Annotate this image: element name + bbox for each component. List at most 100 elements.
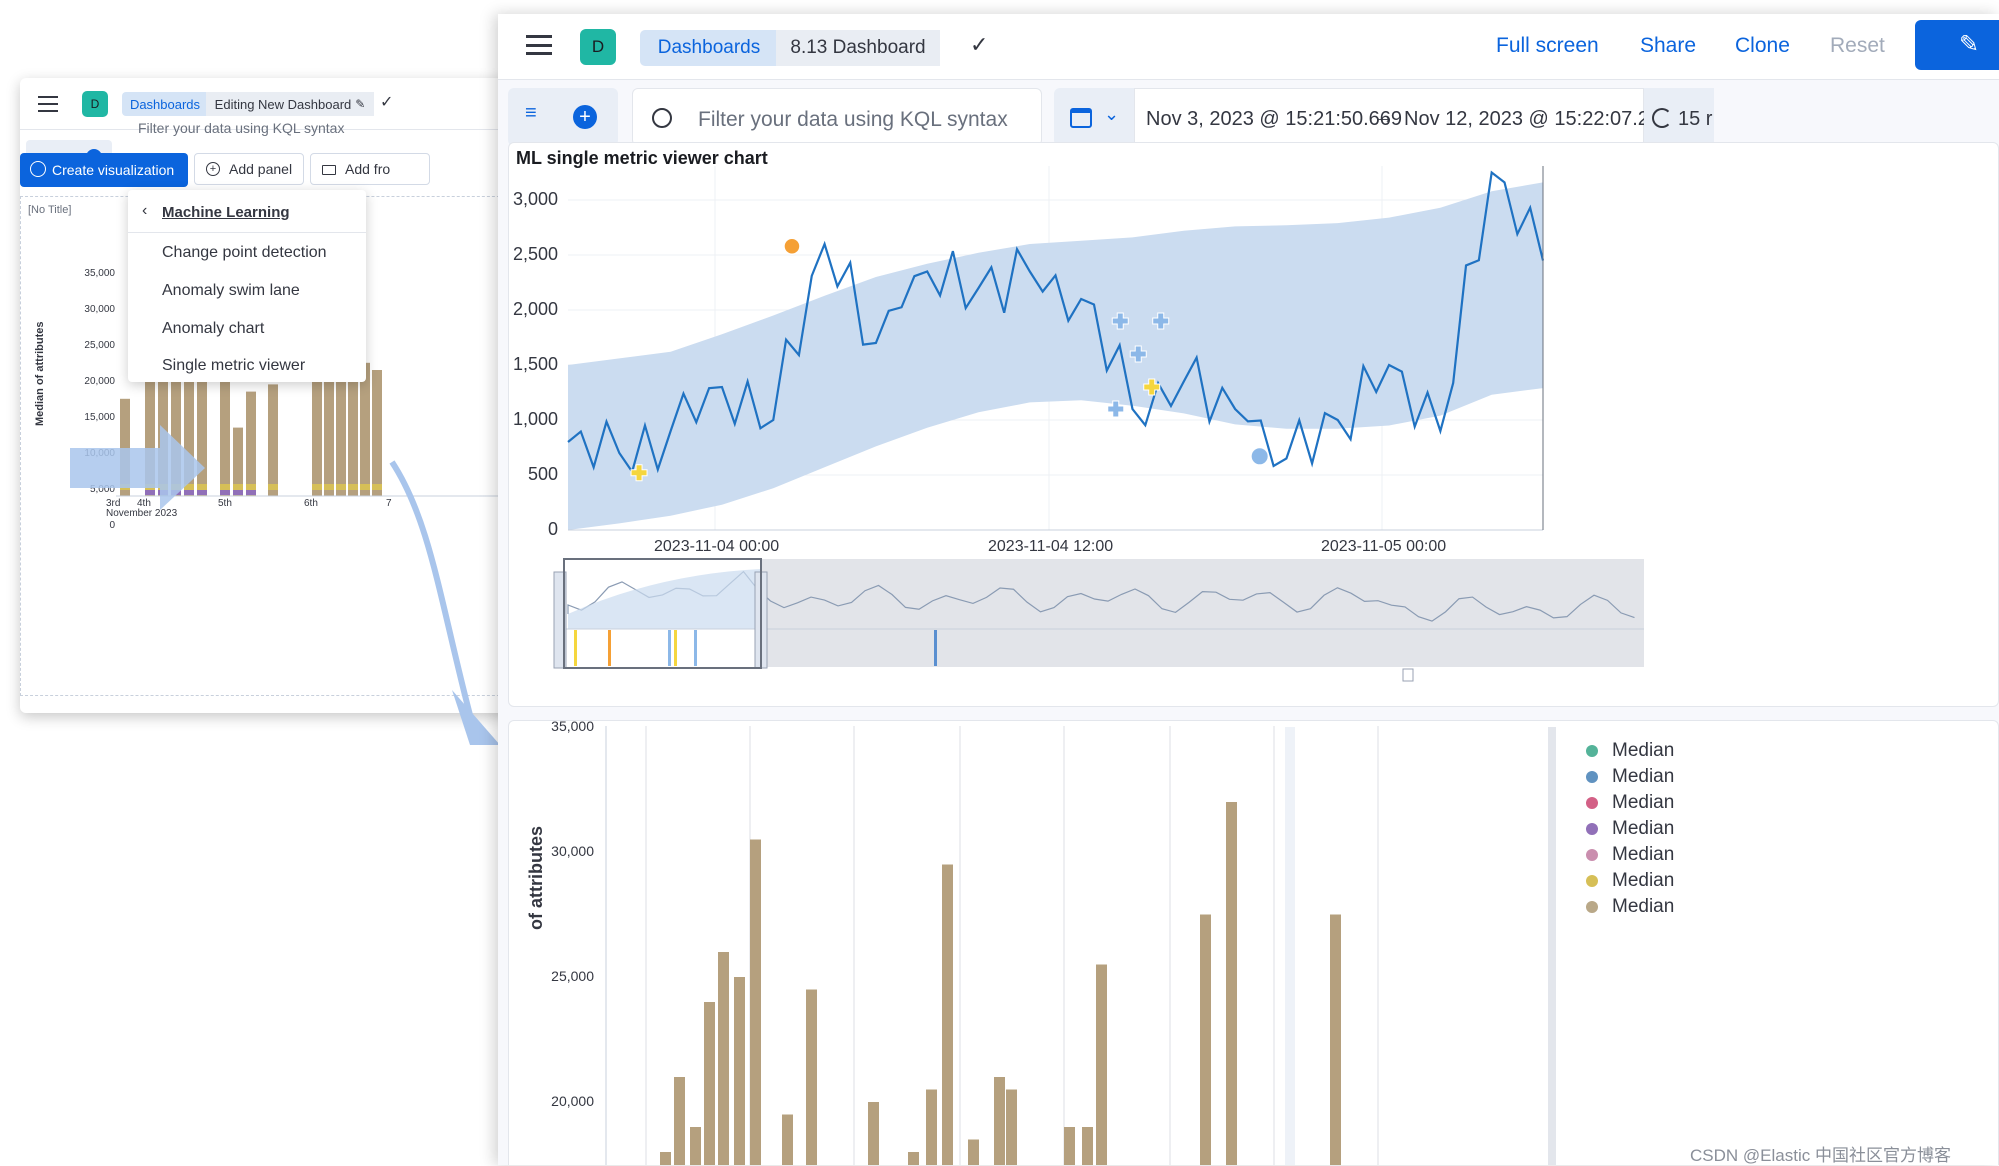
bar[interactable] xyxy=(734,977,745,1165)
bg-ytick: 0 xyxy=(109,520,115,531)
bar[interactable] xyxy=(674,1077,685,1165)
plus-circle-icon: + xyxy=(206,162,220,176)
bar[interactable] xyxy=(782,1114,793,1166)
menu-item-change-point[interactable]: Change point detection xyxy=(162,244,327,261)
bar[interactable] xyxy=(926,1089,937,1166)
kql-search-box[interactable] xyxy=(632,88,1042,146)
menu-title-machine-learning[interactable]: Machine Learning xyxy=(162,204,290,221)
bg-bar-segment xyxy=(220,490,230,495)
swimlane-anomaly-cell[interactable] xyxy=(608,630,611,666)
anomaly-marker-low[interactable] xyxy=(1129,345,1147,363)
bg-bar-segment xyxy=(336,484,346,490)
add-filter-icon[interactable]: + xyxy=(573,105,597,129)
create-visualization-button[interactable]: Create visualization xyxy=(20,153,188,187)
swimlane-anomaly-cell[interactable] xyxy=(674,630,677,666)
bar[interactable] xyxy=(942,864,953,1166)
swimlane-anomaly-cell[interactable] xyxy=(694,630,697,666)
menu-item-anomaly-swim-lane[interactable]: Anomaly swim lane xyxy=(162,282,300,299)
bar[interactable] xyxy=(1226,802,1237,1165)
callout-arrowhead xyxy=(452,690,500,745)
bg-bar xyxy=(268,384,278,496)
swimlane-anomaly-cell[interactable] xyxy=(934,630,937,666)
filter-icon[interactable]: ≡ xyxy=(525,102,537,124)
bar[interactable] xyxy=(660,1152,671,1165)
bg-ytick: 5,000 xyxy=(89,484,115,495)
swimlane-anomaly-cell[interactable] xyxy=(668,630,671,666)
legend-item[interactable]: Median xyxy=(1586,896,1674,918)
arrow-right-icon: → xyxy=(1374,106,1394,128)
brush-frame xyxy=(563,558,762,669)
bg-bar-segment xyxy=(246,484,256,490)
menu-divider xyxy=(128,232,366,233)
legend-item[interactable]: Median xyxy=(1586,870,1674,892)
bar[interactable] xyxy=(1096,964,1107,1166)
bg-bar xyxy=(312,377,322,496)
bar[interactable] xyxy=(868,1102,879,1165)
date-end[interactable]: Nov 12, 2023 @ 15:22:07.239 xyxy=(1404,108,1672,130)
legend-item[interactable]: Median xyxy=(1586,740,1674,762)
anomaly-marker-major[interactable] xyxy=(783,237,801,255)
smv-ytick: 2,500 xyxy=(512,244,558,264)
smv-chart xyxy=(553,166,1644,682)
full-screen-button[interactable]: Full screen xyxy=(1496,34,1599,57)
bar[interactable] xyxy=(968,1139,979,1166)
bar[interactable] xyxy=(1064,1127,1075,1165)
anomaly-marker-low[interactable] xyxy=(1107,400,1125,418)
bg-bar-segment xyxy=(233,490,243,495)
breadcrumb-dashboards[interactable]: Dashboards xyxy=(640,30,778,66)
anomaly-marker-warning[interactable] xyxy=(630,464,648,482)
bar[interactable] xyxy=(718,952,729,1165)
space-avatar[interactable]: D xyxy=(580,29,616,65)
context-band xyxy=(568,569,761,629)
bar[interactable] xyxy=(1200,914,1211,1166)
bg-bar xyxy=(348,355,358,496)
anomaly-marker-low[interactable] xyxy=(1111,312,1129,330)
pencil-icon: ✎ xyxy=(1959,31,1980,58)
check-icon[interactable]: ✓ xyxy=(970,32,989,57)
edit-button[interactable]: ✎ xyxy=(1915,20,1999,70)
bar-ytick: 35,000 xyxy=(551,718,594,734)
check-icon[interactable]: ✓ xyxy=(380,94,394,111)
clone-button[interactable]: Clone xyxy=(1735,34,1790,57)
legend-item[interactable]: Median xyxy=(1586,792,1674,814)
menu-item-single-metric-viewer[interactable]: Single metric viewer xyxy=(162,357,306,374)
kql-search-input[interactable]: Filter your data using KQL syntax xyxy=(138,120,345,136)
breadcrumb-dashboards[interactable]: Dashboards xyxy=(122,92,208,116)
menu-icon[interactable] xyxy=(526,35,552,55)
date-start[interactable]: Nov 3, 2023 @ 15:21:50.669 xyxy=(1146,108,1403,130)
bar[interactable] xyxy=(1330,914,1341,1166)
legend-label: Median xyxy=(1612,792,1675,813)
bar[interactable] xyxy=(1082,1127,1093,1165)
bar[interactable] xyxy=(690,1127,701,1165)
scroll-handle[interactable] xyxy=(1402,668,1414,682)
bar[interactable] xyxy=(908,1152,919,1165)
swimlane-anomaly-cell[interactable] xyxy=(574,630,577,666)
space-avatar[interactable]: D xyxy=(82,91,108,117)
bar[interactable] xyxy=(994,1077,1005,1165)
legend-item[interactable]: Median xyxy=(1586,844,1674,866)
pencil-icon[interactable]: ✎ xyxy=(355,97,366,111)
menu-icon[interactable] xyxy=(38,96,58,112)
bar[interactable] xyxy=(704,1002,715,1165)
anomaly-marker-low-circle[interactable] xyxy=(1251,448,1268,465)
kql-search-input[interactable]: Filter your data using KQL syntax xyxy=(698,108,1008,131)
bg-xtick: 4th xyxy=(137,498,151,509)
bar-ytick: 30,000 xyxy=(551,843,594,859)
add-panel-button[interactable]: Add panel xyxy=(194,153,304,185)
legend-item[interactable]: Median xyxy=(1586,766,1674,788)
bar[interactable] xyxy=(750,839,761,1166)
reset-button[interactable]: Reset xyxy=(1830,34,1885,57)
date-quick-select[interactable] xyxy=(1054,88,1134,146)
share-button[interactable]: Share xyxy=(1640,34,1697,57)
dashboard-window: D Dashboards 8.13 Dashboard ✓ Full scree… xyxy=(498,14,1999,1165)
anomaly-marker-low[interactable] xyxy=(1152,312,1170,330)
legend-item[interactable]: Median xyxy=(1586,818,1674,840)
anomaly-marker-warning[interactable] xyxy=(1143,378,1161,396)
bar[interactable] xyxy=(806,989,817,1166)
chevron-left-icon[interactable]: ‹ xyxy=(142,202,148,219)
bg-bar xyxy=(336,355,346,496)
add-from-library-button[interactable]: Add fro xyxy=(310,153,430,185)
bar[interactable] xyxy=(1006,1089,1017,1166)
create-visualization-label: Create visualization xyxy=(52,162,175,178)
menu-item-anomaly-chart[interactable]: Anomaly chart xyxy=(162,320,265,337)
